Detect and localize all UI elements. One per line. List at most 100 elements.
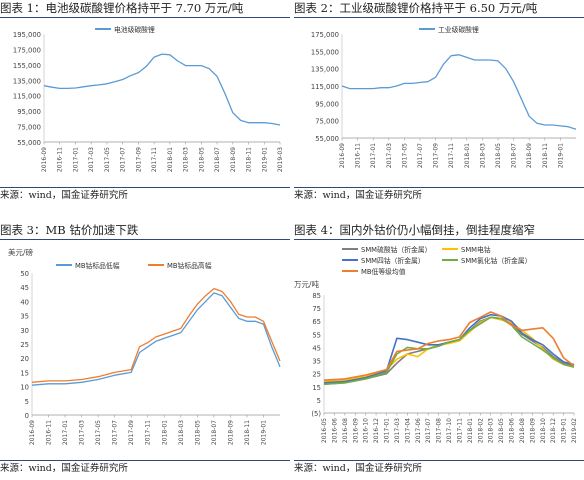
x-tick-label: 2018-12	[550, 418, 557, 443]
y-tick-label: 175,000	[13, 46, 41, 54]
x-tick-label: 2018-01	[167, 147, 174, 172]
x-tick-label: 2018-03	[178, 420, 185, 445]
legend-label: SMM四钴（折金属）	[361, 256, 425, 265]
x-tick-label: 2018-01	[464, 143, 471, 168]
panel-title: 图表 4：国内外钴价仍小幅倒挂，倒挂程度缩窄	[294, 222, 584, 240]
legend-label: SMM硫酸钴（折金属）	[361, 245, 431, 254]
legend-label: 电池级碳酸锂	[114, 25, 155, 34]
x-tick-label: 2018-07	[211, 420, 218, 445]
x-tick-label: 2018-05	[495, 143, 502, 168]
series-line-0	[341, 54, 577, 130]
legend-label: MB低等级均值	[361, 267, 406, 276]
y-tick-label: 115,000	[311, 83, 339, 91]
x-tick-label: 2017-09	[135, 147, 142, 172]
x-tick-label: 2017-07	[112, 420, 119, 445]
x-tick-label: 2016-09	[41, 147, 48, 172]
legend-label: SMM电钴	[461, 245, 491, 254]
y-tick-label: 35	[20, 313, 29, 321]
panel-title: 图表 3：MB 钴价加速下跌	[0, 222, 290, 240]
y-tick-label: 135,000	[311, 66, 339, 74]
x-tick-label: 2018-11	[244, 420, 251, 445]
panel-industrial-lithium: 图表 2：工业级碳酸锂价格持平于 6.50 万元/吨 55,000 75,000 9…	[294, 0, 584, 201]
x-tick-label: 2017-01	[72, 147, 79, 172]
y-axis-label: 万元/吨	[294, 279, 320, 289]
x-tick-label: 2019-01	[557, 143, 564, 168]
x-tick-label: 2018-09	[227, 420, 234, 445]
x-tick-label: 2017-05	[401, 143, 408, 168]
series-line-0	[31, 292, 281, 386]
x-tick-label: 2016-06	[331, 418, 338, 443]
x-tick-label: 2017-05	[104, 147, 111, 172]
y-tick-label: 95,000	[17, 108, 41, 116]
x-tick-label: 2016-10	[363, 418, 370, 443]
x-tick-label: 2019-02	[571, 418, 578, 443]
x-tick-label: 2018-05	[194, 420, 201, 445]
legend-label: MB钴标品高幅	[167, 261, 212, 270]
x-tick-label: 2017-03	[88, 147, 95, 172]
x-tick-label: 2017-03	[386, 143, 393, 168]
x-tick-label: 2016-09	[339, 143, 346, 168]
x-tick-label: 2017-01	[384, 418, 391, 443]
x-tick-label: 2016-09	[29, 420, 36, 445]
y-tick-label: 50	[20, 270, 29, 278]
x-tick-label: 2017-09	[128, 420, 135, 445]
y-tick-label: 135,000	[13, 77, 41, 85]
x-tick-label: 2018-09	[526, 143, 533, 168]
series-line-1	[323, 316, 575, 383]
y-tick-label: 55,000	[315, 135, 339, 143]
chart-battery-lithium: 55,000 75,000 95,000 115,000 135,000 155,000 1…	[13, 25, 284, 172]
y-tick-label: 155,000	[13, 62, 41, 70]
x-tick-label: 2017-09	[433, 143, 440, 168]
y-tick-label: (5)	[311, 410, 321, 418]
x-tick-label: 2017-03	[79, 420, 86, 445]
y-tick-label: 95,000	[315, 100, 339, 108]
x-tick-label: 2018-06	[509, 418, 516, 443]
series-line-0	[43, 53, 281, 126]
x-tick-label: 2018-09	[230, 147, 237, 172]
x-tick-label: 2016-12	[373, 418, 380, 443]
panel-cobalt-domestic-foreign: 图表 4：国内外钴价仍小幅倒挂，倒挂程度缩窄 (5) 5 15 25 35 45 55 65 7…	[294, 222, 584, 480]
x-tick-label: 2017-05	[95, 420, 102, 445]
x-tick-label: 2017-01	[62, 420, 69, 445]
x-tick-label: 2018-03	[488, 418, 495, 443]
panel-title: 图表 1：电池级碳酸锂价格持平于 7.70 万元/吨	[0, 0, 290, 18]
series-line-1	[31, 287, 281, 383]
y-tick-label: 20	[20, 355, 29, 363]
legend-label: MB钴标品低幅	[75, 261, 120, 270]
x-tick-label: 2018-05	[498, 418, 505, 443]
y-tick-label: 15	[312, 384, 321, 392]
x-tick-label: 2018-05	[198, 147, 205, 172]
chart-mb-cobalt: 0 5 10 15 20 25 30 35 40 45 50 2016-09 2016-11 2017-0…	[8, 247, 281, 445]
y-tick-label: 30	[20, 327, 29, 335]
x-tick-label: 2016-11	[57, 147, 64, 172]
y-tick-label: 85	[312, 292, 321, 300]
x-tick-label: 2018-09	[529, 418, 536, 443]
y-tick-label: 25	[312, 371, 321, 379]
series-line-4	[323, 311, 575, 381]
y-tick-label: 55	[312, 331, 321, 339]
y-tick-label: 155,000	[311, 48, 339, 56]
x-tick-label: 2018-11	[542, 143, 549, 168]
x-tick-label: 2017-07	[120, 147, 127, 172]
legend-label: 工业级碳酸锂	[438, 25, 479, 34]
series-line-0	[323, 316, 575, 385]
panel-source: 来源：wind，国金证券研究所	[0, 460, 290, 475]
x-tick-label: 2017-07	[425, 418, 432, 443]
x-tick-label: 2016-08	[342, 418, 349, 443]
x-tick-label: 2017-08	[436, 418, 443, 443]
x-tick-label: 2016-09	[352, 418, 359, 443]
y-axis-label: 美元/磅	[8, 247, 34, 257]
y-tick-label: 65	[312, 318, 321, 326]
y-tick-label: 25	[20, 341, 29, 349]
x-tick-label: 2018-11	[246, 147, 253, 172]
x-tick-label: 2017-10	[446, 418, 453, 443]
panel-source: 来源：wind，国金证券研究所	[294, 460, 584, 475]
y-tick-label: 15	[20, 369, 29, 377]
x-tick-label: 2019-01	[561, 418, 568, 443]
y-tick-label: 5	[25, 398, 29, 406]
y-tick-label: 10	[20, 384, 29, 392]
x-tick-label: 2017-07	[417, 143, 424, 168]
x-tick-label: 2018-07	[511, 143, 518, 168]
x-tick-label: 2016-11	[355, 143, 362, 168]
chart-cobalt-domestic-foreign: (5) 5 15 25 35 45 55 65 75 85 2016-05 2016-06 2016-0…	[294, 245, 578, 443]
